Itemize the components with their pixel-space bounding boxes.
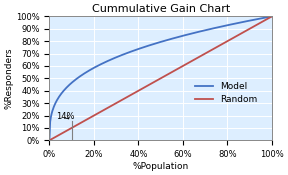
Random [184, 63, 187, 65]
Model [48, 139, 51, 141]
Random [235, 35, 239, 37]
Random [270, 15, 274, 17]
Random [249, 27, 253, 29]
X-axis label: %Population: %Population [132, 162, 189, 171]
Model [249, 19, 253, 21]
Y-axis label: %Responders: %Responders [4, 48, 13, 109]
Model [179, 35, 183, 37]
Line: Model: Model [50, 16, 272, 140]
Title: Cummulative Gain Chart: Cummulative Gain Chart [92, 4, 230, 14]
Line: Random: Random [50, 16, 272, 140]
Random [180, 65, 184, 68]
Legend: Model, Random: Model, Random [191, 78, 261, 108]
Random [48, 139, 52, 141]
Model [270, 15, 274, 17]
Text: 14%: 14% [56, 112, 75, 121]
Random [48, 139, 51, 141]
Model [235, 22, 239, 24]
Model [184, 34, 187, 36]
Model [180, 35, 184, 37]
Model [48, 121, 52, 123]
Random [179, 66, 183, 68]
